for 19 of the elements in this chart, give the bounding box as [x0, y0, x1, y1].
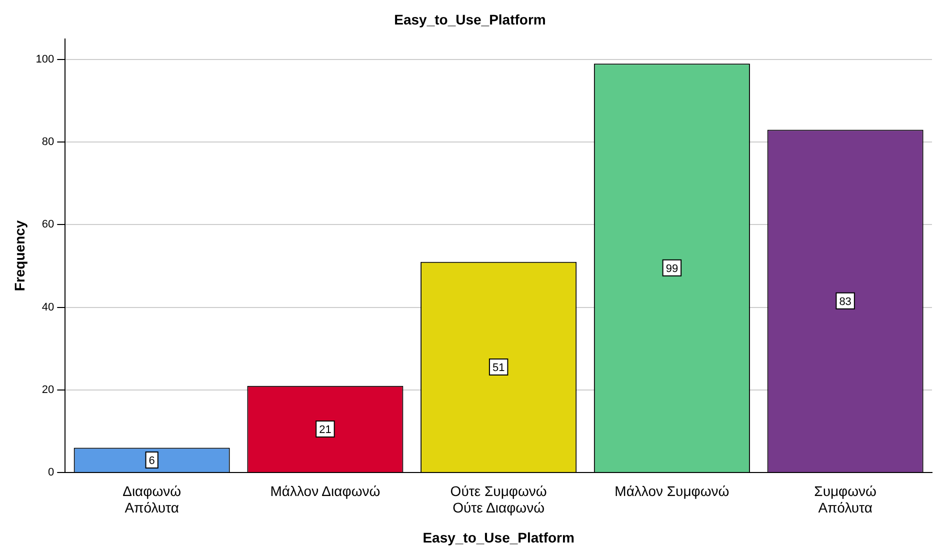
x-tick-label: Συμφωνώ Απόλυτα: [814, 482, 877, 516]
y-tick-label: 0: [48, 466, 54, 479]
data-label: 51: [492, 362, 505, 374]
y-axis-title: Frequency: [11, 220, 28, 292]
x-tick-label: Ούτε Συμφωνώ Ούτε Διαφωνώ: [450, 482, 547, 516]
x-tick-label: Μάλλον Διαφωνώ: [270, 482, 380, 499]
data-label: 6: [148, 454, 155, 467]
y-tick-label: 40: [42, 301, 54, 314]
y-tick-label: 60: [42, 218, 54, 231]
y-tick-label: 20: [42, 384, 54, 396]
x-tick-label: Μάλλον Συμφωνώ: [614, 482, 730, 499]
x-tick-label: Διαφωνώ Απόλυτα: [122, 482, 182, 516]
data-label: 21: [319, 424, 332, 436]
chart-title: Easy_to_Use_Platform: [394, 11, 546, 28]
x-axis-title: Easy_to_Use_Platform: [422, 529, 574, 546]
y-tick-label: 80: [42, 136, 54, 148]
data-label: 83: [839, 296, 852, 308]
data-label: 99: [666, 262, 678, 275]
y-tick-label: 100: [36, 53, 54, 66]
